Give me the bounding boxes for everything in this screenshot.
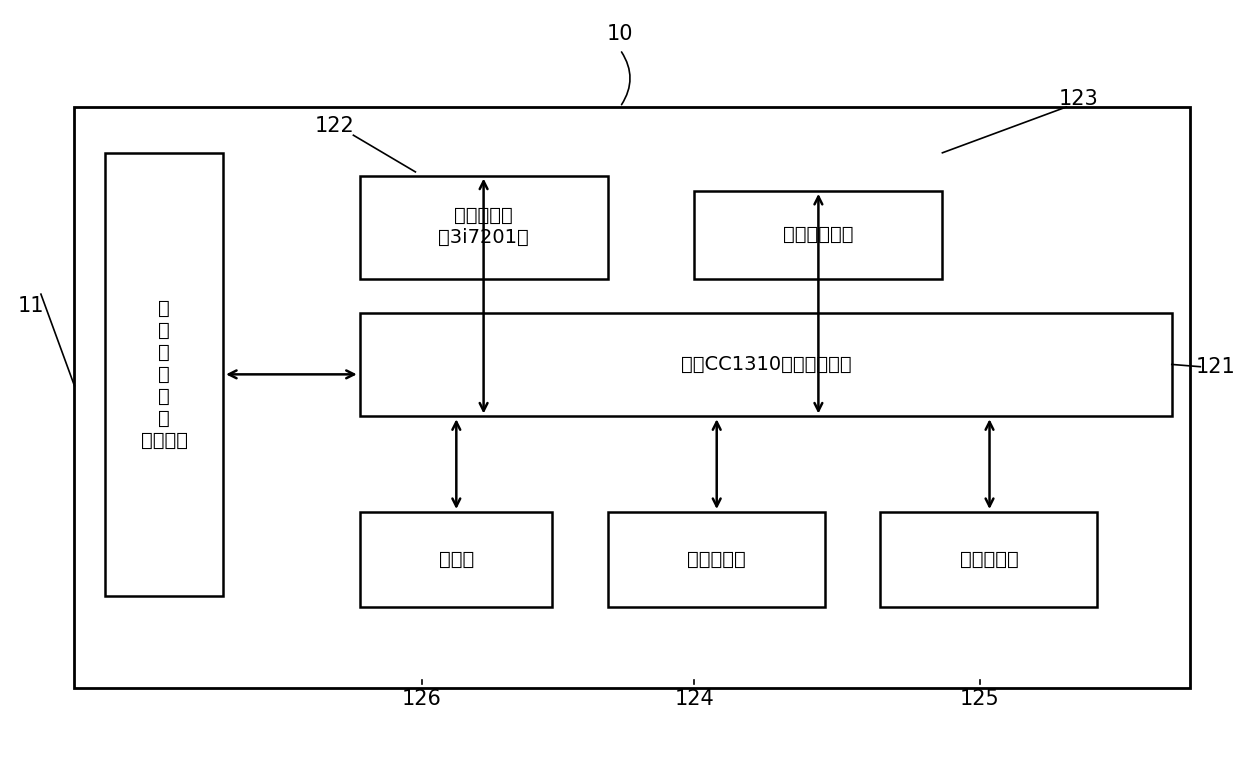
- Bar: [360, 176, 608, 279]
- Bar: [105, 153, 223, 596]
- Text: 第一外接天线: 第一外接天线: [784, 225, 853, 244]
- Text: 121: 121: [1195, 357, 1235, 377]
- Bar: [360, 313, 1172, 416]
- Text: 126: 126: [402, 689, 441, 709]
- Text: 红外接收管: 红外接收管: [960, 550, 1019, 568]
- Text: 霍尔传感器
（3i7201）: 霍尔传感器 （3i7201）: [438, 206, 529, 248]
- Text: 第一CC1310无线通信芯片: 第一CC1310无线通信芯片: [681, 355, 852, 374]
- Bar: [608, 512, 825, 607]
- Text: 段码液晶屏: 段码液晶屏: [687, 550, 746, 568]
- Text: 123: 123: [1059, 89, 1099, 109]
- Text: 干簧管: 干簧管: [439, 550, 474, 568]
- Text: 第
一
电
源
模
块
（电池）: 第 一 电 源 模 块 （电池）: [141, 299, 187, 450]
- Text: 125: 125: [960, 689, 999, 709]
- Bar: [880, 512, 1097, 607]
- Text: 10: 10: [606, 24, 634, 44]
- Bar: [694, 191, 942, 279]
- Text: 11: 11: [17, 296, 45, 316]
- Text: 124: 124: [675, 689, 714, 709]
- Bar: [360, 512, 552, 607]
- Text: 122: 122: [315, 116, 355, 136]
- Bar: [74, 107, 1190, 688]
